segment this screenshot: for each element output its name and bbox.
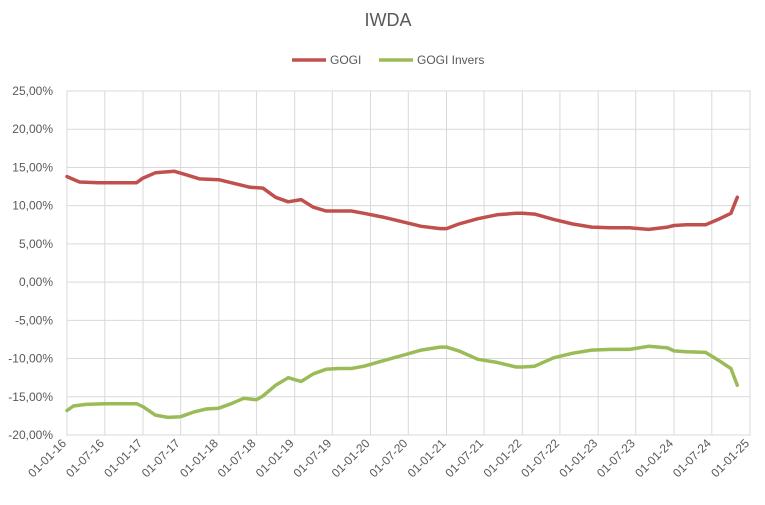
x-tick-label: 01-01-21: [405, 436, 449, 480]
x-tick-label: 01-01-25: [708, 436, 752, 480]
x-tick-label: 01-01-16: [25, 436, 69, 480]
y-tick-label: -20,00%: [8, 428, 53, 442]
legend-label: GOGI: [330, 53, 361, 67]
series-lines: [65, 169, 740, 420]
y-tick-label: 25,00%: [12, 84, 53, 98]
y-axis: 25,00% 20,00% 15,00% 10,00% 5,00% 0,00% -5,00%…: [8, 84, 53, 442]
y-tick-label: 10,00%: [12, 199, 53, 213]
x-tick-label: 01-07-17: [139, 436, 183, 480]
y-tick-label: 15,00%: [12, 160, 53, 174]
y-tick-label: -15,00%: [8, 390, 53, 404]
x-tick-label: 01-01-17: [101, 436, 145, 480]
x-tick-label: 01-07-22: [518, 436, 562, 480]
y-tick-label: -10,00%: [8, 352, 53, 366]
series-line-gogi: [65, 169, 740, 232]
x-tick-label: 01-01-24: [632, 436, 676, 480]
x-tick-label: 01-07-24: [670, 436, 714, 480]
legend: GOGI GOGI Invers: [292, 53, 484, 67]
gridlines: [66, 90, 751, 436]
x-tick-label: 01-07-23: [594, 436, 638, 480]
legend-label: GOGI Invers: [417, 53, 484, 67]
x-tick-label: 01-07-19: [291, 436, 335, 480]
y-tick-label: 5,00%: [19, 237, 53, 251]
x-tick-label: 01-01-20: [329, 436, 373, 480]
y-tick-label: 0,00%: [19, 275, 53, 289]
x-tick-label: 01-01-23: [556, 436, 600, 480]
x-axis: 01-01-1601-07-1601-01-1701-07-1701-01-18…: [25, 436, 752, 480]
y-tick-label: -5,00%: [15, 313, 53, 327]
x-tick-label: 01-07-18: [215, 436, 259, 480]
x-tick-label: 01-01-22: [481, 436, 525, 480]
x-tick-label: 01-01-19: [253, 436, 297, 480]
y-tick-label: 20,00%: [12, 122, 53, 136]
series-line-gogi-invers: [65, 344, 740, 420]
x-tick-label: 01-01-18: [177, 436, 221, 480]
x-tick-label: 01-07-21: [442, 436, 486, 480]
x-tick-label: 01-07-16: [63, 436, 107, 480]
x-tick-label: 01-07-20: [367, 436, 411, 480]
chart-title: IWDA: [365, 10, 412, 30]
